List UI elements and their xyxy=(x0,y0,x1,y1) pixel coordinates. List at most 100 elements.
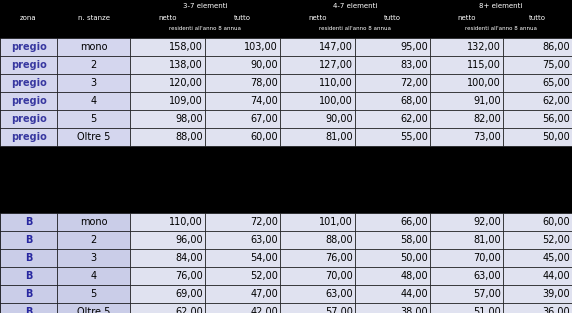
Text: 56,00: 56,00 xyxy=(542,114,570,124)
Bar xyxy=(355,74,430,92)
Text: 132,00: 132,00 xyxy=(467,42,501,52)
Text: 88,00: 88,00 xyxy=(325,235,353,245)
Text: 65,00: 65,00 xyxy=(542,78,570,88)
Bar xyxy=(355,303,430,313)
Bar xyxy=(355,92,430,110)
Bar xyxy=(430,12,503,23)
Bar xyxy=(130,74,205,92)
Text: 127,00: 127,00 xyxy=(319,60,353,70)
Text: 52,00: 52,00 xyxy=(250,271,278,281)
Text: 57,00: 57,00 xyxy=(473,289,501,299)
Bar xyxy=(503,128,572,146)
Text: 2: 2 xyxy=(90,60,97,70)
Bar xyxy=(0,23,130,33)
Bar xyxy=(57,12,130,23)
Bar xyxy=(355,213,430,231)
Bar xyxy=(430,231,503,249)
Bar xyxy=(430,213,503,231)
Bar xyxy=(430,110,503,128)
Bar xyxy=(430,249,503,267)
Bar xyxy=(130,267,205,285)
Bar xyxy=(57,128,130,146)
Text: 4: 4 xyxy=(90,96,97,106)
Bar xyxy=(57,303,130,313)
Bar xyxy=(430,285,503,303)
Text: 63,00: 63,00 xyxy=(325,289,353,299)
Bar xyxy=(130,56,205,74)
Text: 92,00: 92,00 xyxy=(473,217,501,227)
Text: 4: 4 xyxy=(90,271,97,281)
Bar xyxy=(0,267,57,285)
Text: 55,00: 55,00 xyxy=(400,132,428,142)
Text: 47,00: 47,00 xyxy=(251,289,278,299)
Bar xyxy=(57,56,130,74)
Bar xyxy=(205,213,280,231)
Bar xyxy=(355,56,430,74)
Bar xyxy=(205,92,280,110)
Text: 98,00: 98,00 xyxy=(176,114,203,124)
Text: mono: mono xyxy=(80,42,108,52)
Bar xyxy=(503,303,572,313)
Text: B: B xyxy=(25,235,32,245)
Bar xyxy=(355,110,430,128)
Text: Oltre 5: Oltre 5 xyxy=(77,307,110,313)
Bar xyxy=(503,285,572,303)
Text: B: B xyxy=(25,271,32,281)
Text: 44,00: 44,00 xyxy=(542,271,570,281)
Bar xyxy=(0,128,57,146)
Bar xyxy=(280,74,355,92)
Text: 67,00: 67,00 xyxy=(251,114,278,124)
Text: 76,00: 76,00 xyxy=(325,253,353,263)
Text: B: B xyxy=(25,253,32,263)
Text: 62,00: 62,00 xyxy=(400,114,428,124)
Text: netto: netto xyxy=(457,14,476,20)
Bar xyxy=(130,249,205,267)
Bar xyxy=(503,92,572,110)
Bar xyxy=(130,38,205,56)
Text: pregio: pregio xyxy=(11,96,46,106)
Bar xyxy=(57,285,130,303)
Bar xyxy=(57,110,130,128)
Bar xyxy=(130,12,205,23)
Bar xyxy=(57,231,130,249)
Bar xyxy=(280,56,355,74)
Bar xyxy=(280,267,355,285)
Text: 38,00: 38,00 xyxy=(400,307,428,313)
Text: 100,00: 100,00 xyxy=(467,78,501,88)
Text: 109,00: 109,00 xyxy=(169,96,203,106)
Bar xyxy=(205,303,280,313)
Bar xyxy=(205,285,280,303)
Bar xyxy=(205,38,280,56)
Bar xyxy=(0,249,57,267)
Text: 63,00: 63,00 xyxy=(251,235,278,245)
Text: 138,00: 138,00 xyxy=(169,60,203,70)
Text: 74,00: 74,00 xyxy=(251,96,278,106)
Bar xyxy=(430,0,572,12)
Text: 54,00: 54,00 xyxy=(251,253,278,263)
Bar xyxy=(280,249,355,267)
Bar xyxy=(130,213,205,231)
Text: 115,00: 115,00 xyxy=(467,60,501,70)
Text: residenti all'anno 8 annua: residenti all'anno 8 annua xyxy=(465,25,537,30)
Text: 72,00: 72,00 xyxy=(250,217,278,227)
Bar xyxy=(205,231,280,249)
Bar xyxy=(280,231,355,249)
Bar xyxy=(0,12,57,23)
Bar xyxy=(280,303,355,313)
Bar xyxy=(355,285,430,303)
Text: 81,00: 81,00 xyxy=(325,132,353,142)
Text: 3: 3 xyxy=(90,253,97,263)
Text: 90,00: 90,00 xyxy=(251,60,278,70)
Bar xyxy=(205,56,280,74)
Text: pregio: pregio xyxy=(11,60,46,70)
Text: 63,00: 63,00 xyxy=(474,271,501,281)
Bar xyxy=(280,110,355,128)
Text: netto: netto xyxy=(308,14,327,20)
Text: 2: 2 xyxy=(90,235,97,245)
Text: 3-7 elementi: 3-7 elementi xyxy=(182,3,227,9)
Bar xyxy=(430,92,503,110)
Bar xyxy=(205,12,280,23)
Text: 70,00: 70,00 xyxy=(325,271,353,281)
Bar xyxy=(430,38,503,56)
Text: n. stanze: n. stanze xyxy=(77,14,109,20)
